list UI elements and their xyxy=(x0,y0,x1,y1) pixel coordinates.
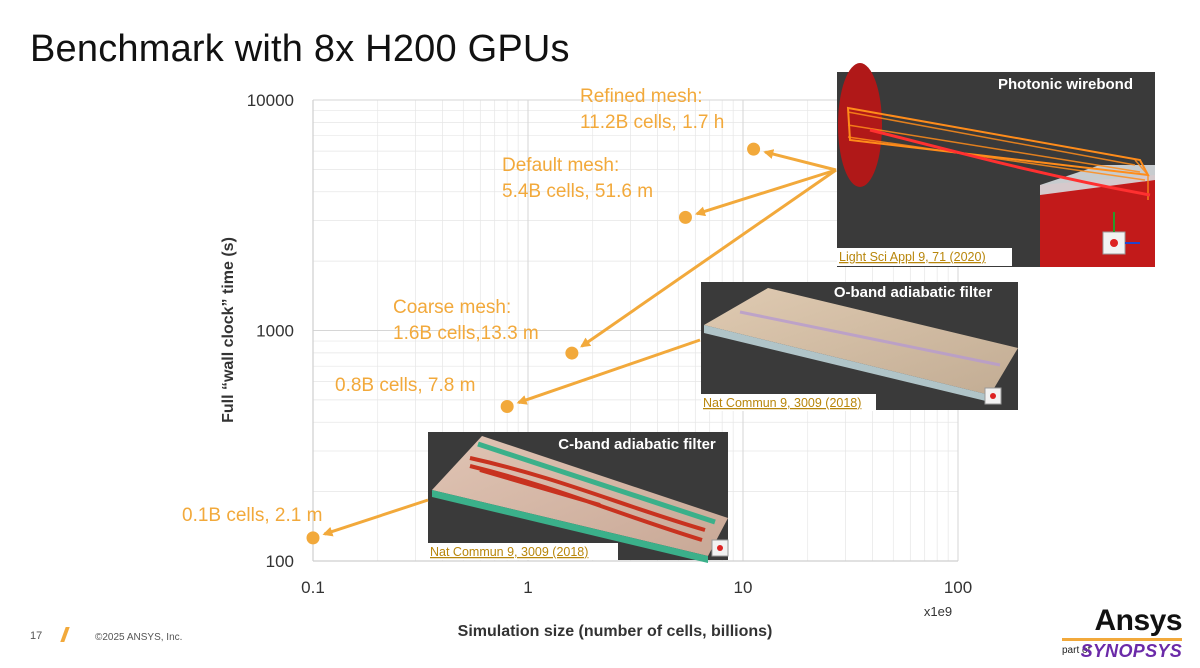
panel-photonic-wirebond: Photonic wirebond Light Sci Appl 9, 71 (… xyxy=(837,63,1155,267)
logo-part-of-text: part of xyxy=(1062,645,1091,656)
annotation-label: 0.1B cells, 2.1 m xyxy=(182,505,322,526)
c-band-slab-side xyxy=(432,490,708,563)
annotation-label: 1.6B cells,13.3 m xyxy=(393,323,539,344)
orientation-cube-icon xyxy=(711,539,729,557)
data-points xyxy=(306,142,761,545)
slide-title: Benchmark with 8x H200 GPUs xyxy=(30,28,570,70)
annotation-label: Coarse mesh: xyxy=(393,297,511,318)
data-point xyxy=(306,531,320,545)
o-band-waveguide xyxy=(739,310,1001,367)
o-band-slab-top xyxy=(704,288,1018,395)
panel-c-band-citation[interactable]: Nat Commun 9, 3009 (2018) xyxy=(430,545,588,559)
y-axis-title: Full “wall clock” time (s) xyxy=(220,237,237,423)
annotation-arrows xyxy=(322,149,837,537)
orientation-cube-icon xyxy=(1102,212,1140,255)
panel-o-band-title: O-band adiabatic filter xyxy=(834,284,993,301)
annotation-label: 11.2B cells, 1.7 h xyxy=(580,112,724,133)
panel-c-band-filter: C-band adiabatic filter Nat Commun 9, 30… xyxy=(428,432,729,563)
data-point xyxy=(678,210,692,224)
x-axis-multiplier: x1e9 xyxy=(924,604,952,619)
x-tick-label: 10 xyxy=(734,578,753,597)
logo-synopsys-text: SYNOPSYS xyxy=(1080,641,1182,661)
x-tick-label: 0.1 xyxy=(301,578,325,597)
annotation-label: Refined mesh: xyxy=(580,86,703,107)
annotation-arrow xyxy=(695,168,837,217)
panel-photonic-wirebond-title: Photonic wirebond xyxy=(998,76,1133,93)
annotation-arrow xyxy=(516,338,701,405)
panel-photonic-wirebond-cite-bg xyxy=(837,248,1012,266)
panel-o-band-citation[interactable]: Nat Commun 9, 3009 (2018) xyxy=(703,396,861,410)
orientation-cube-icon xyxy=(984,387,1002,405)
y-tick-label: 100 xyxy=(266,552,294,571)
annotation-arrow xyxy=(763,149,837,172)
copyright: ©2025 ANSYS, Inc. xyxy=(95,632,183,643)
y-tick-label: 1000 xyxy=(256,322,294,341)
c-band-green-edge xyxy=(477,441,716,525)
x-tick-label: 100 xyxy=(944,578,972,597)
y-tick-label: 10000 xyxy=(247,91,294,110)
data-point xyxy=(500,400,514,414)
page-number: 17 xyxy=(30,630,43,642)
logo-accent-bar xyxy=(1062,638,1182,641)
wirebond-laser-shape xyxy=(838,63,882,187)
annotation-arrow xyxy=(322,498,429,537)
panel-c-band-title: C-band adiabatic filter xyxy=(558,436,716,453)
logo-ansys-text: Ansys xyxy=(1094,604,1182,637)
c-band-waveguides xyxy=(469,456,706,542)
wirebond-box-edges xyxy=(847,111,1149,200)
chart-axes: 0.1 1 10 100 100 1000 10000 Simulation size (nu… xyxy=(220,91,972,640)
o-band-slab-side xyxy=(704,325,990,402)
panel-o-band-cite-bg xyxy=(701,394,876,411)
annotation-arrow xyxy=(580,168,837,348)
annotation-label: Default mesh: xyxy=(502,155,619,176)
data-point xyxy=(747,142,761,156)
panel-c-band-cite-bg xyxy=(428,543,618,560)
annotation-label: 5.4B cells, 51.6 m xyxy=(502,181,653,202)
panel-o-band-filter: O-band adiabatic filter Nat Commun 9, 30… xyxy=(701,282,1018,411)
x-axis-title: Simulation size (number of cells, billio… xyxy=(458,623,773,640)
x-tick-label: 1 xyxy=(523,578,532,597)
annotation-labels: Refined mesh: 11.2B cells, 1.7 h Default m… xyxy=(182,86,724,526)
panel-photonic-wirebond-citation[interactable]: Light Sci Appl 9, 71 (2020) xyxy=(839,250,986,264)
data-point xyxy=(565,346,579,360)
ansys-logo: Ansys part of SYNOPSYS xyxy=(1062,604,1182,664)
annotation-label: 0.8B cells, 7.8 m xyxy=(335,375,475,396)
wirebond-waveguide xyxy=(869,128,1151,197)
